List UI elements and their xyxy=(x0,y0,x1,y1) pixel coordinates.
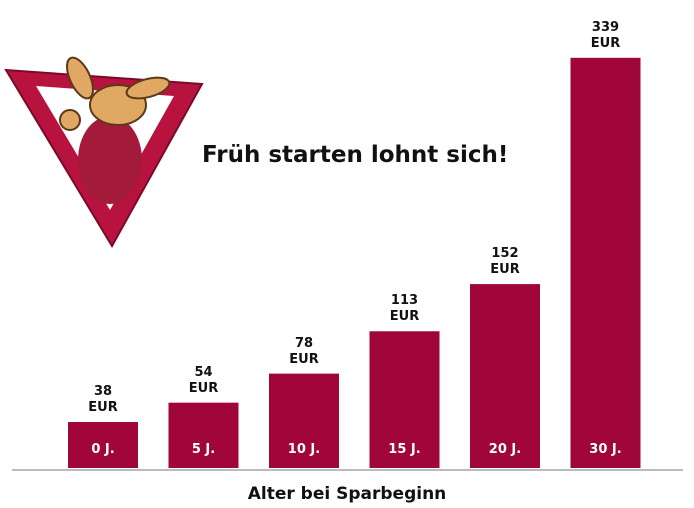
category-label: 0 J. xyxy=(68,442,138,457)
bar xyxy=(169,403,239,468)
value-label: 38 EUR xyxy=(63,384,143,416)
value-label: 113 EUR xyxy=(365,293,445,325)
category-label: 5 J. xyxy=(169,442,239,457)
bar xyxy=(470,284,540,468)
value-label: 54 EUR xyxy=(164,365,244,397)
x-axis-label: Alter bei Sparbeginn xyxy=(0,484,694,504)
category-label: 20 J. xyxy=(470,442,540,457)
category-label: 30 J. xyxy=(571,442,641,457)
value-label: 152 EUR xyxy=(465,246,545,278)
bar xyxy=(571,58,641,468)
value-label: 339 EUR xyxy=(566,20,646,52)
category-label: 10 J. xyxy=(269,442,339,457)
chart-svg xyxy=(0,0,694,508)
value-label: 78 EUR xyxy=(264,336,344,368)
mascot-sign xyxy=(6,54,202,246)
chart: Früh starten lohnt sich! Alter bei Sparb… xyxy=(0,0,694,508)
category-label: 15 J. xyxy=(370,442,440,457)
chart-title: Früh starten lohnt sich! xyxy=(202,142,508,168)
